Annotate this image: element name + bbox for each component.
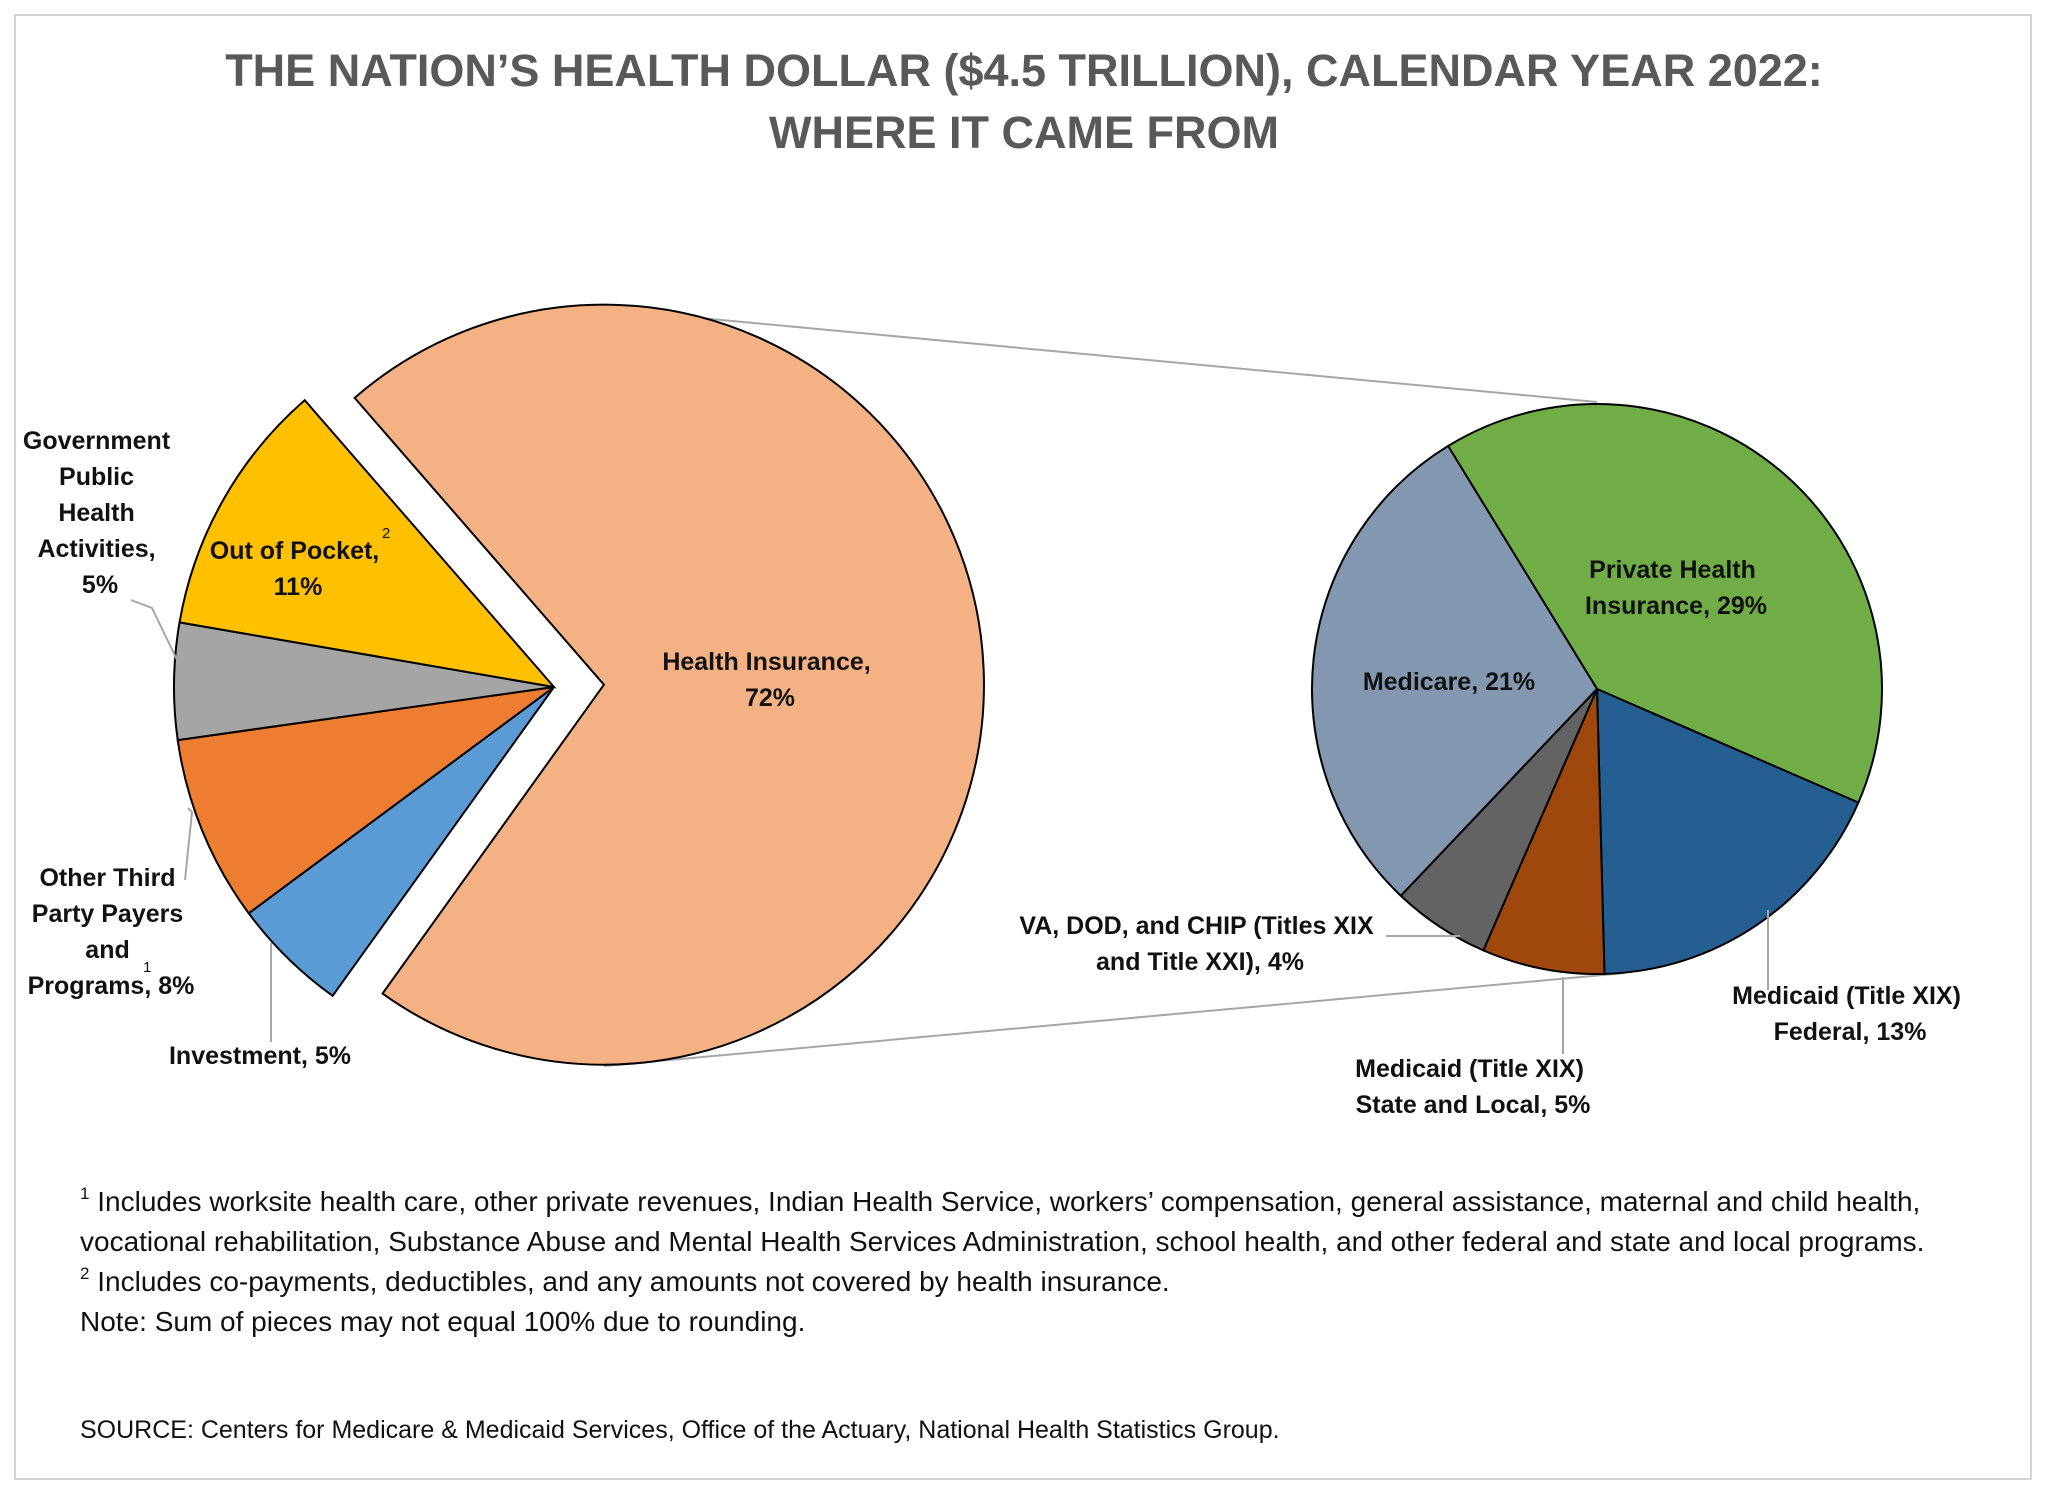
label-other-third-party-line-4: Programs, 8% — [28, 972, 195, 1000]
label-gov-public-health: Government Public Health Activities, 5% — [23, 427, 177, 599]
rounding-note: Note: Sum of pieces may not equal 100% d… — [80, 1306, 806, 1337]
footnote-2-marker: 2 — [80, 1264, 90, 1283]
label-medicaid-federal: Medicaid (Title XIX) Federal, 13% — [1732, 982, 1968, 1046]
label-gov-public-health-line-5: 5% — [82, 571, 118, 599]
label-va-dod-chip-line-2: and Title XXI), 4% — [1096, 948, 1304, 976]
label-investment: Investment, 5% — [169, 1042, 351, 1070]
pie-of-pie-chart: Health Insurance, 72% Out of Pocket, 11%… — [23, 303, 1968, 1119]
chart-title-line-2: WHERE IT CAME FROM — [769, 107, 1279, 158]
slice-private-health-insurance-29 — [1446, 403, 1883, 804]
label-out-of-pocket-line-1: Out of Pocket, — [210, 537, 379, 565]
connector-line-top — [603, 308, 1598, 403]
leader-other-third-party — [184, 807, 194, 881]
label-out-of-pocket-line-2: 11% — [274, 573, 323, 601]
label-private-health-insurance: Private Health Insurance, 29% — [1585, 556, 1767, 620]
label-medicaid-state-local-line-1: Medicaid (Title XIX) — [1355, 1055, 1584, 1083]
footnote-1-marker: 1 — [80, 1184, 90, 1203]
label-out-of-pocket-footnote-marker: 2 — [382, 525, 390, 542]
label-other-third-party: Other Third Party Payers and Programs, 8… — [28, 864, 195, 1000]
sub-pie — [1311, 403, 1883, 975]
footnote-2: 2 Includes co-payments, deductibles, and… — [80, 1262, 1980, 1302]
main-pie — [173, 303, 985, 1066]
label-gov-public-health-line-3: Health — [58, 499, 134, 527]
label-gov-public-health-line-4: Activities, — [37, 535, 155, 563]
slice-out-of-pocket-11 — [178, 398, 557, 689]
chart-title: THE NATION’S HEALTH DOLLAR ($4.5 TRILLIO… — [0, 40, 2048, 164]
footnote-1: 1 Includes worksite health care, other p… — [80, 1182, 1980, 1262]
chart-title-line-1: THE NATION’S HEALTH DOLLAR ($4.5 TRILLIO… — [225, 45, 1823, 96]
slice-medicaid-title-xix-state-and-local-5 — [1482, 688, 1606, 975]
label-health-insurance: Health Insurance, 72% — [662, 648, 877, 712]
connector-line-bottom — [603, 972, 1626, 1067]
footnote-2-text: Includes co-payments, deductibles, and a… — [97, 1266, 1170, 1297]
label-medicaid-federal-line-2: Federal, 13% — [1774, 1018, 1927, 1046]
label-other-third-party-footnote-marker: 1 — [143, 959, 151, 976]
label-va-dod-chip: VA, DOD, and CHIP (Titles XIX and Title … — [1019, 912, 1380, 976]
footnotes: 1 Includes worksite health care, other p… — [80, 1182, 1980, 1342]
connector-lines — [603, 308, 1626, 1067]
leader-gov-public-health — [130, 599, 179, 663]
source-line: SOURCE: Centers for Medicare & Medicaid … — [80, 1416, 1280, 1444]
label-medicare: Medicare, 21% — [1363, 668, 1535, 696]
leader-lines — [130, 599, 1769, 1054]
label-gov-public-health-line-1: Government — [23, 427, 171, 455]
label-medicaid-federal-line-1: Medicaid (Title XIX) — [1732, 982, 1961, 1010]
label-health-insurance-line-2: 72% — [745, 684, 795, 712]
label-other-third-party-line-1: Other Third — [39, 864, 175, 892]
label-va-dod-chip-line-1: VA, DOD, and CHIP (Titles XIX — [1019, 912, 1374, 940]
label-private-health-insurance-line-1: Private Health — [1589, 556, 1756, 584]
label-other-third-party-line-3: and — [85, 936, 129, 964]
slice-health-insurance-72 — [353, 303, 985, 1066]
slice-medicaid-title-xix-federal-13 — [1595, 687, 1860, 975]
label-medicaid-state-local: Medicaid (Title XIX) State and Local, 5% — [1355, 1055, 1591, 1119]
label-health-insurance-line-1: Health Insurance, — [662, 648, 870, 676]
label-other-third-party-line-2: Party Payers — [32, 900, 184, 928]
slice-other-third-party-payers-and-programs-8 — [176, 686, 555, 915]
label-private-health-insurance-line-2: Insurance, 29% — [1585, 592, 1767, 620]
slice-medicare-21 — [1311, 444, 1599, 898]
label-medicaid-state-local-line-2: State and Local, 5% — [1356, 1091, 1591, 1119]
label-out-of-pocket: Out of Pocket, 11% — [210, 537, 386, 601]
footnote-1-text: Includes worksite health care, other pri… — [80, 1186, 1925, 1257]
label-gov-public-health-line-2: Public — [59, 463, 134, 491]
